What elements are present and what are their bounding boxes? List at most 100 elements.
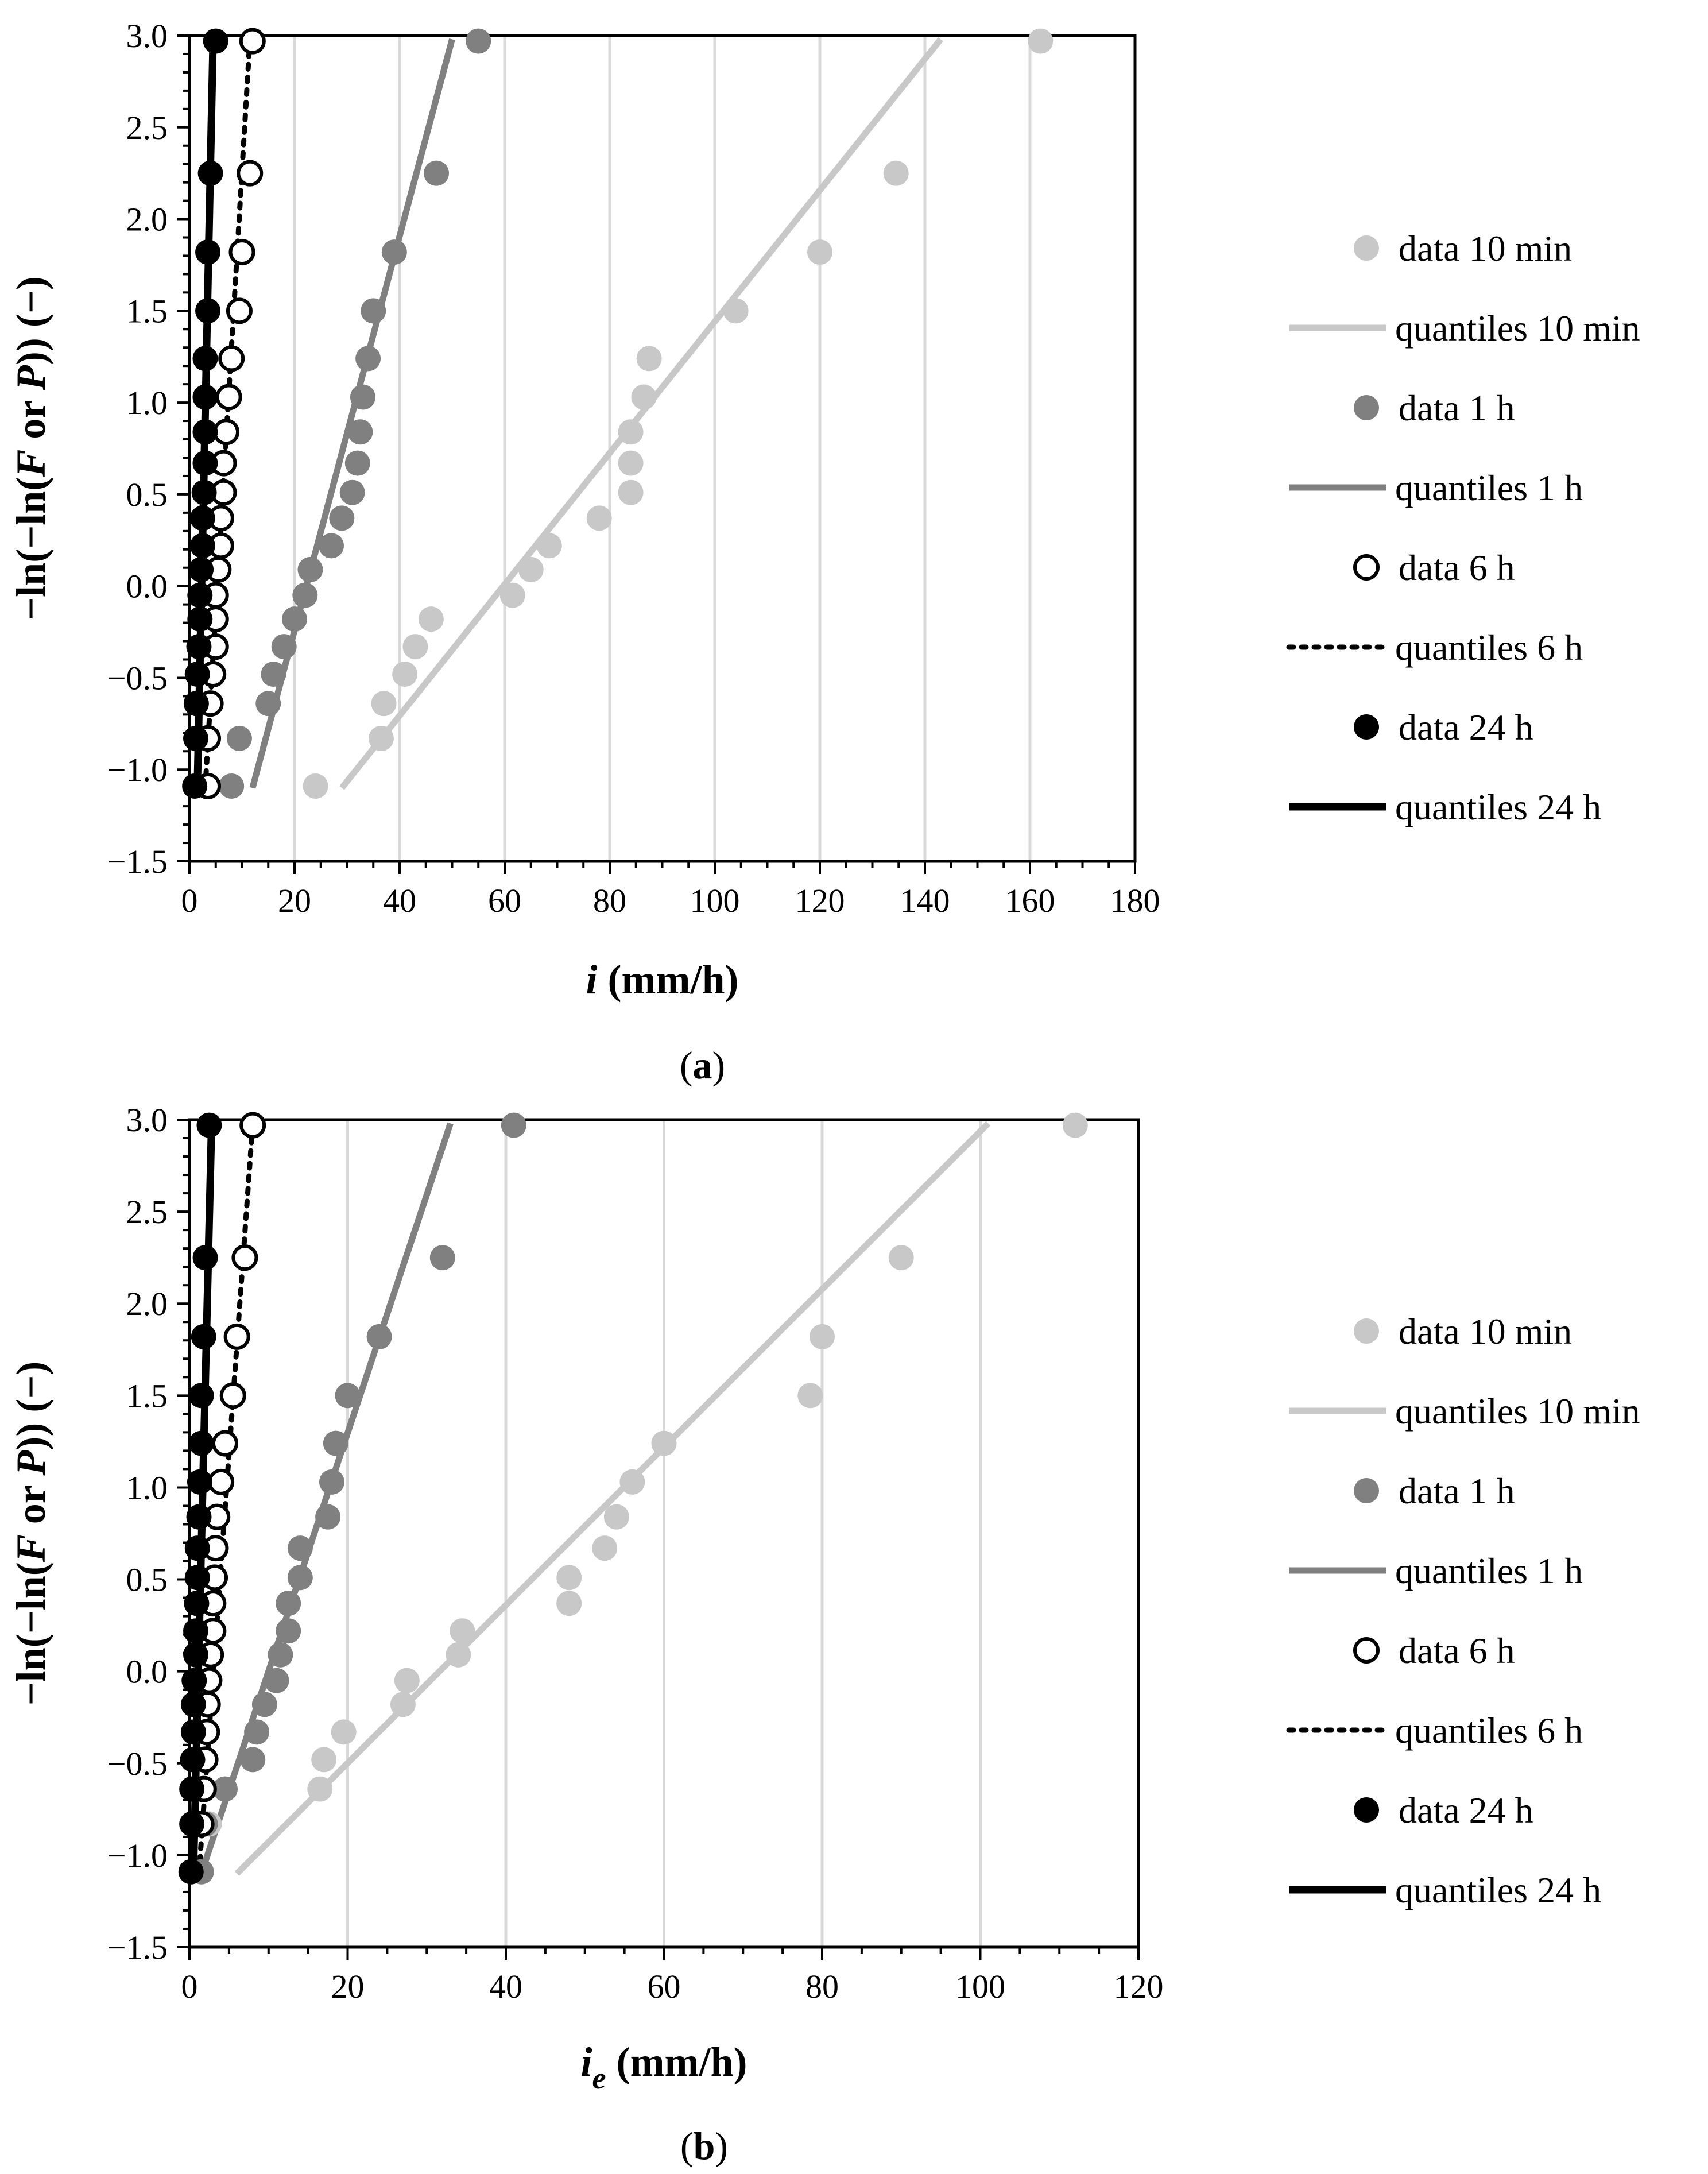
data-point-24h (188, 1430, 214, 1456)
x-axis-title: ie (mm/h) (581, 2039, 748, 2095)
data-point-24h (180, 1719, 206, 1745)
data-point-10min (888, 1245, 914, 1271)
data-point-1h (264, 1668, 289, 1693)
panel-label-letter: b (694, 2124, 715, 2168)
data-point-24h (179, 1776, 205, 1802)
quantile-line-1h (198, 1122, 454, 1875)
x-axis-variable: i (586, 957, 598, 1003)
y-tick-label: 1.0 (126, 384, 168, 421)
data-point-10min (1062, 1112, 1088, 1138)
data-point-1h (226, 725, 252, 751)
panel-b-legend: data 10 min quantiles 10 min data 1 h quant… (1286, 1311, 1640, 1910)
data-point-1h (339, 479, 365, 505)
data-point-24h (195, 239, 221, 265)
data-point-10min (556, 1591, 582, 1616)
x-tick-label: 0 (181, 1968, 198, 2005)
data-point-24h (184, 1565, 210, 1591)
x-tick-label: 60 (648, 1968, 681, 2005)
data-point-6h (226, 297, 253, 324)
y-tick-label: 1.5 (126, 292, 168, 330)
data-point-1h (319, 1469, 344, 1495)
data-point-10min (536, 533, 562, 559)
data-point-24h (184, 662, 210, 687)
data-point-24h (179, 1811, 205, 1837)
panel-label-open: ( (680, 1043, 693, 1087)
data-point-24h (189, 533, 215, 559)
data-point-1h (355, 346, 381, 372)
y-tick-label: −1.0 (107, 751, 168, 788)
data-point-10min (402, 634, 428, 660)
data-point-6h (237, 160, 264, 187)
data-point-10min (1028, 28, 1054, 54)
data-point-24h (183, 1618, 209, 1644)
data-point-10min (446, 1642, 471, 1668)
data-point-6h (218, 345, 245, 372)
x-tick-label: 20 (331, 1968, 365, 2005)
data-point-1h (501, 1112, 526, 1138)
data-point-24h (196, 1112, 222, 1138)
data-point-10min (418, 606, 444, 632)
data-point-10min (368, 725, 394, 751)
data-point-10min (390, 1692, 416, 1717)
legend-item-1h-line: quantiles 1 h (1289, 1550, 1583, 1591)
data-point-24h (184, 1591, 210, 1616)
legend-label: quantiles 24 h (1395, 1870, 1601, 1910)
legend-item-10min-line: quantiles 10 min (1289, 308, 1640, 349)
data-point-1h (268, 1642, 293, 1668)
data-point-24h (178, 1859, 204, 1885)
data-point-10min (586, 505, 612, 531)
x-tick-label: 60 (488, 882, 521, 919)
legend-label: quantiles 6 h (1395, 1710, 1583, 1751)
data-point-10min (556, 1565, 582, 1591)
legend-label: quantiles 24 h (1395, 787, 1601, 827)
x-tick-label: 0 (181, 882, 198, 919)
data-point-1h (344, 450, 370, 476)
data-point-1h (271, 634, 297, 660)
data-point-6h (231, 1244, 258, 1271)
legend-label: data 10 min (1399, 1311, 1572, 1352)
y-tick-label: −0.5 (107, 659, 168, 697)
data-point-1h (255, 691, 281, 717)
data-point-10min (311, 1747, 337, 1773)
x-axis-title: i (mm/h) (586, 957, 739, 1003)
y-axis-title-part: P (8, 1450, 54, 1476)
data-point-10min (303, 773, 328, 799)
panel-b-chart: 0 20 40 60 80 100 120 −1.5 −1.0 −0.5 0.0 0.5 1.0 1.5 2… (8, 1101, 1164, 2168)
data-point-24h (187, 1469, 212, 1495)
panel-label: (b) (680, 2124, 728, 2168)
y-axis-title-part: F (8, 1534, 54, 1562)
data-point-10min (331, 1719, 357, 1745)
legend-label: quantiles 10 min (1395, 308, 1640, 349)
data-point-24h (182, 773, 208, 799)
y-tick-label: 0.5 (126, 1561, 168, 1599)
data-point-24h (192, 450, 218, 476)
data-point-24h (187, 582, 213, 608)
data-point-10min (631, 384, 657, 410)
data-point-24h (184, 1535, 210, 1561)
data-point-10min (618, 450, 644, 476)
x-tick-label: 100 (955, 1968, 1005, 2005)
data-point-1h (212, 1776, 238, 1802)
data-point-24h (197, 160, 223, 186)
data-point-24h (183, 725, 208, 751)
legend-item-6h-marker: data 6 h (1353, 1630, 1515, 1671)
legend-label: data 10 min (1399, 228, 1572, 269)
data-point-1h (466, 28, 491, 54)
data-point-24h (181, 1668, 207, 1693)
y-tick-label: 1.0 (126, 1469, 168, 1506)
data-point-10min (810, 1324, 835, 1349)
panel-a-legend: data 10 min quantiles 10 min data 1 h quant… (1286, 228, 1640, 827)
data-point-10min (392, 662, 418, 687)
legend-item-24h-marker: data 24 h (1354, 1790, 1533, 1831)
quantile-line-1h (249, 38, 455, 789)
data-point-10min (618, 419, 644, 445)
x-tick-label: 80 (593, 882, 626, 919)
y-tick-label: 2.5 (126, 109, 168, 146)
legend-marker-1h (1354, 395, 1379, 420)
legend-item-10min-marker: data 10 min (1354, 228, 1572, 269)
legend-item-6h-marker: data 6 h (1353, 547, 1515, 588)
y-axis-title-part: )) (−) (8, 276, 54, 365)
data-point-24h (195, 298, 221, 324)
data-point-10min (807, 239, 832, 265)
data-point-6h (219, 1382, 246, 1409)
